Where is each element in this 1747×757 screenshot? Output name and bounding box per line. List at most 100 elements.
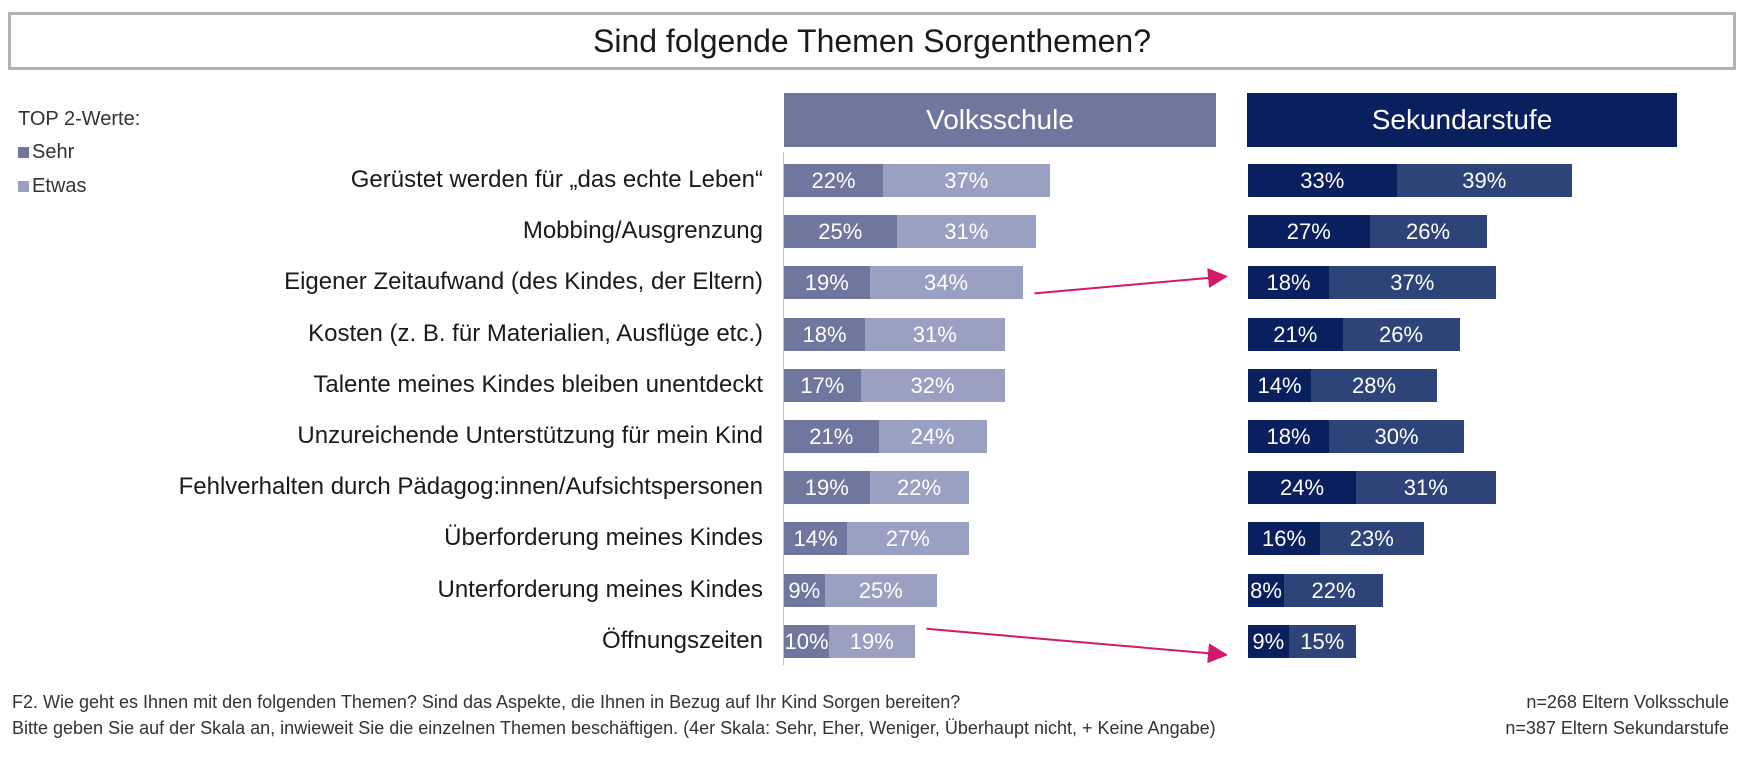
bar-value-label: 22%: [1311, 577, 1356, 603]
bar-volksschule-sehr: [784, 266, 870, 300]
bar-sekundarstufe-etwas: [1320, 522, 1424, 556]
bar-value-label: 27%: [885, 526, 930, 552]
category-label: Unterforderung meines Kindes: [437, 575, 763, 603]
bar-sekundarstufe-etwas: [1288, 624, 1356, 658]
legend-header: TOP 2-Werte:: [18, 108, 141, 130]
legend-swatch-sehr: [18, 146, 29, 158]
bar-sekundarstufe-sehr: [1248, 624, 1289, 658]
bar-value-label: 23%: [1349, 526, 1394, 552]
bar-sekundarstufe-sehr: [1248, 471, 1356, 505]
category-label: Mobbing/Ausgrenzung: [522, 217, 763, 245]
category-label: Gerüstet werden für „das echte Leben“: [350, 166, 763, 193]
bar-sekundarstufe-sehr: [1248, 215, 1370, 249]
bar-value-label: 17%: [800, 372, 845, 398]
bar-volksschule-etwas: [860, 368, 1005, 402]
sample-size-volksschule: n=268 Eltern Volksschule: [1526, 692, 1729, 712]
bar-sekundarstufe-etwas: [1396, 164, 1572, 197]
bar-value-label: 18%: [1266, 270, 1311, 296]
bar-sekundarstufe-sehr: [1248, 164, 1397, 197]
bar-value-label: 37%: [944, 168, 989, 193]
bar-value-label: 16%: [1261, 526, 1307, 552]
legend: TOP 2-Werte: Sehr Etwas: [18, 108, 140, 203]
bar-value-label: 31%: [944, 219, 989, 245]
bar-volksschule-sehr: [784, 420, 879, 453]
axis-line: [783, 152, 784, 665]
bar-value-label: 15%: [1300, 628, 1345, 654]
bar-value-label: 9%: [1252, 628, 1285, 654]
bar-value-label: 18%: [1266, 424, 1311, 449]
category-label: Unzureichende Unterstützung für mein Kin…: [297, 422, 763, 449]
bar-volksschule-etwas: [869, 266, 1023, 300]
bar-sekundarstufe-etwas: [1284, 573, 1383, 607]
bar-sekundarstufe-etwas: [1342, 317, 1460, 351]
bar-value-label: 30%: [1374, 424, 1419, 449]
bar-sekundarstufe-sehr: [1248, 266, 1329, 300]
bar-value-label: 22%: [896, 475, 942, 501]
chart-title: Sind folgende Themen Sorgenthemen?: [8, 12, 1736, 70]
bar-volksschule-sehr: [784, 164, 883, 197]
bar-sekundarstufe-sehr: [1248, 368, 1311, 402]
bar-volksschule-etwas: [829, 624, 915, 658]
bar-sekundarstufe-etwas: [1369, 215, 1487, 249]
bar-sekundarstufe-etwas: [1329, 266, 1496, 300]
bar-value-label: 26%: [1405, 219, 1451, 245]
bar-value-label: 22%: [811, 168, 856, 193]
bar-value-label: 10%: [784, 628, 829, 654]
bar-volksschule-sehr: [784, 317, 865, 351]
bar-value-label: 14%: [1257, 372, 1302, 398]
bar-value-label: 24%: [1279, 475, 1325, 501]
panel-header-volksschule: Volksschule: [784, 93, 1216, 147]
bar-value-label: 34%: [923, 270, 969, 296]
legend-label-etwas: Etwas: [32, 174, 87, 197]
category-label: Eigener Zeitaufwand (des Kindes, der Elt…: [284, 268, 763, 296]
sample-size-sekundarstufe: n=387 Eltern Sekundarstufe: [1505, 718, 1729, 738]
category-label: Talente meines Kindes bleiben unentdeckt: [313, 370, 763, 398]
bar-volksschule-sehr: [784, 624, 829, 658]
category-label: Kosten (z. B. für Materialien, Ausflüge …: [308, 319, 763, 347]
bar-value-label: 25%: [858, 577, 903, 603]
bar-value-label: 24%: [910, 424, 955, 449]
bar-value-label: 19%: [804, 270, 849, 296]
bar-volksschule-etwas: [865, 317, 1005, 351]
bar-sekundarstufe-sehr: [1248, 573, 1284, 607]
legend-label-sehr: Sehr: [32, 140, 75, 163]
legend-swatch-etwas: [18, 180, 29, 192]
bar-value-label: 31%: [912, 321, 957, 347]
bar-value-label: 19%: [849, 628, 894, 654]
bar-volksschule-sehr: [784, 368, 861, 402]
bar-value-label: 26%: [1378, 321, 1424, 347]
bar-value-label: 19%: [804, 475, 849, 501]
panel-header-sekundarstufe: Sekundarstufe: [1247, 93, 1677, 147]
legend-item-sehr: Sehr: [18, 135, 140, 169]
bar-value-label: 14%: [793, 526, 838, 552]
bar-volksschule-etwas: [824, 573, 937, 607]
category-label: Fehlverhalten durch Pädagog:innen/Aufsic…: [178, 473, 763, 501]
bar-value-label: 27%: [1286, 219, 1331, 245]
bar-value-label: 32%: [910, 372, 955, 398]
bar-volksschule-sehr: [784, 471, 870, 505]
bar-volksschule-etwas: [896, 215, 1036, 249]
bar-volksschule-sehr: [784, 573, 825, 607]
annotation-arrow: [1034, 268, 1228, 295]
bar-volksschule-etwas: [878, 420, 987, 453]
bar-volksschule-etwas: [847, 522, 969, 556]
bar-value-label: 25%: [818, 219, 863, 245]
bar-sekundarstufe-sehr: [1248, 522, 1320, 556]
bar-value-label: 9%: [788, 577, 821, 603]
footnote-line-1: F2. Wie geht es Ihnen mit den folgenden …: [12, 692, 961, 712]
bar-sekundarstufe-sehr: [1248, 420, 1329, 453]
bar-volksschule-etwas: [883, 164, 1050, 197]
bar-value-label: 33%: [1300, 168, 1345, 193]
footnote-line-2: Bitte geben Sie auf der Skala an, inwiew…: [12, 718, 1216, 738]
bar-volksschule-sehr: [784, 215, 897, 249]
bar-volksschule-sehr: [784, 522, 847, 556]
legend-item-etwas: Etwas: [18, 169, 140, 203]
annotation-arrow: [926, 627, 1228, 664]
bar-value-label: 21%: [809, 424, 854, 449]
bar-sekundarstufe-etwas: [1329, 420, 1464, 453]
bar-sekundarstufe-etwas: [1311, 368, 1437, 402]
bar-value-label: 18%: [802, 321, 847, 347]
bar-sekundarstufe-sehr: [1248, 317, 1343, 351]
bar-value-label: 31%: [1403, 475, 1448, 501]
